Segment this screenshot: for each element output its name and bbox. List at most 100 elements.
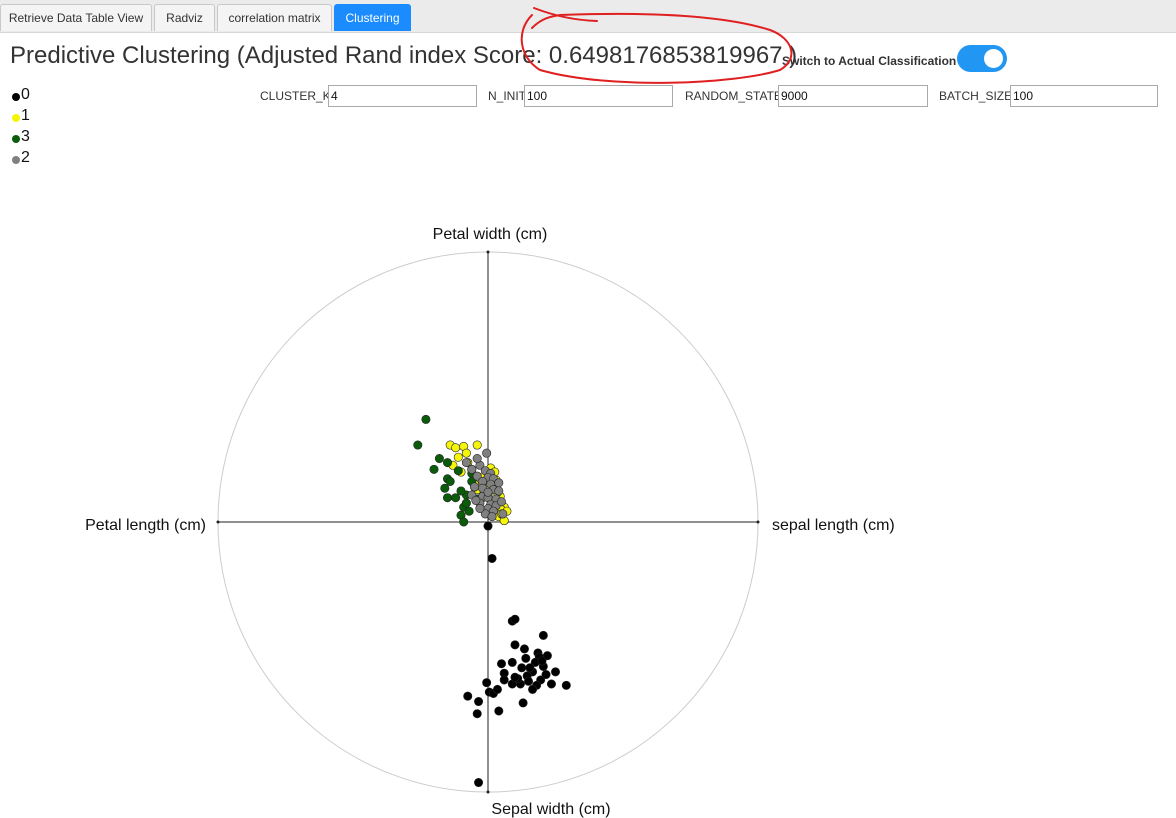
data-point-cluster-3: [421, 414, 431, 424]
data-point-cluster-0: [463, 691, 473, 701]
legend-item-1: 1: [12, 105, 30, 126]
batch-size-label: BATCH_SIZE: [939, 89, 1013, 103]
cluster-k-input[interactable]: [328, 85, 477, 107]
data-point-cluster-0: [538, 630, 548, 640]
anchor-label-right: sepal length (cm): [772, 517, 895, 534]
legend-item-3: 3: [12, 126, 30, 147]
data-point-cluster-3: [461, 498, 471, 508]
data-point-cluster-0: [518, 698, 528, 708]
data-point-cluster-3: [442, 493, 452, 503]
data-point-cluster-0: [494, 706, 504, 716]
legend-label: 1: [21, 106, 30, 124]
data-point-cluster-0: [499, 675, 509, 685]
data-point-cluster-3: [429, 464, 439, 474]
data-point-cluster-3: [442, 458, 452, 468]
data-point-cluster-0: [474, 697, 484, 707]
n-init-label: N_INIT: [488, 89, 527, 103]
data-point-cluster-1: [472, 440, 482, 450]
data-point-cluster-1: [461, 448, 471, 458]
data-point-cluster-2: [496, 497, 506, 507]
data-point-cluster-0: [550, 667, 560, 677]
data-point-cluster-0: [519, 644, 529, 654]
legend-dot: [12, 134, 20, 143]
anchor-label-bottom: Sepal width (cm): [491, 801, 610, 818]
legend-dot: [12, 92, 20, 101]
tab-correlation-matrix[interactable]: correlation matrix: [217, 4, 332, 31]
anchor-point-top: [486, 250, 490, 254]
data-point-cluster-1: [453, 452, 463, 462]
data-point-cluster-2: [471, 495, 481, 505]
data-point-cluster-2: [494, 478, 504, 488]
data-point-cluster-3: [459, 517, 469, 527]
data-point-cluster-0: [525, 663, 535, 673]
data-point-cluster-3: [440, 483, 450, 493]
data-point-cluster-1: [451, 443, 461, 453]
tab-bar: Retrieve Data Table View Radviz correlat…: [0, 0, 1176, 33]
anchor-label-top: Petal width (cm): [433, 226, 548, 243]
data-point-cluster-2: [472, 454, 482, 464]
tab-clustering[interactable]: Clustering: [334, 4, 411, 31]
random-state-input[interactable]: [778, 85, 928, 107]
anchor-point-right: [756, 520, 760, 524]
anchor-point-left: [216, 520, 220, 524]
anchor-label-left: Petal length (cm): [85, 517, 206, 534]
data-point-cluster-2: [472, 471, 482, 481]
data-point-cluster-0: [492, 684, 502, 694]
page-title: Predictive Clustering (Adjusted Rand ind…: [10, 42, 798, 69]
toggle-knob: [984, 49, 1003, 68]
data-point-cluster-2: [475, 503, 485, 513]
data-point-cluster-0: [510, 672, 520, 682]
data-point-cluster-3: [451, 493, 461, 503]
cluster-k-label: CLUSTER_K: [260, 89, 331, 103]
data-point-cluster-0: [472, 709, 482, 719]
data-point-cluster-2: [461, 458, 471, 468]
data-point-cluster-0: [510, 640, 520, 650]
data-point-cluster-0: [528, 684, 538, 694]
data-point-cluster-0: [523, 676, 533, 686]
data-point-cluster-2: [467, 464, 477, 474]
data-point-cluster-2: [482, 448, 492, 458]
data-point-cluster-0: [546, 679, 556, 689]
legend-dot: [12, 155, 20, 164]
batch-size-input[interactable]: [1010, 85, 1158, 107]
data-point-cluster-2: [498, 509, 508, 519]
data-point-cluster-2: [487, 512, 497, 522]
data-point-cluster-3: [464, 506, 474, 516]
data-point-cluster-0: [474, 778, 484, 788]
tab-radviz[interactable]: Radviz: [154, 4, 215, 31]
anchor-point-bottom: [486, 790, 490, 794]
data-point-cluster-3: [445, 476, 455, 486]
data-point-cluster-3: [434, 454, 444, 464]
legend-label: 2: [21, 148, 30, 166]
legend-item-2: 2: [12, 147, 30, 168]
tab-retrieve-data-table-view[interactable]: Retrieve Data Table View: [0, 4, 152, 31]
data-point-cluster-0: [482, 678, 492, 688]
data-point-cluster-2: [494, 486, 504, 496]
data-point-cluster-2: [483, 487, 493, 497]
data-point-cluster-3: [456, 486, 466, 496]
data-point-cluster-0: [507, 657, 517, 667]
data-point-cluster-0: [541, 670, 551, 680]
data-point-cluster-0: [561, 680, 571, 690]
legend-label: 0: [21, 85, 30, 103]
random-state-label: RANDOM_STATE: [685, 89, 782, 103]
data-point-cluster-2: [469, 482, 479, 492]
data-point-cluster-0: [517, 663, 527, 673]
switch-label: Switch to Actual Classification: [782, 54, 957, 68]
legend-dot: [12, 113, 20, 122]
data-point-cluster-0: [496, 659, 506, 669]
data-point-cluster-0: [487, 553, 497, 563]
hand-drawn-annotation: [520, 7, 793, 84]
data-point-cluster-0: [542, 651, 552, 661]
legend-item-0: 0: [12, 84, 30, 105]
legend-label: 3: [21, 127, 30, 145]
data-point-cluster-0: [537, 656, 547, 666]
data-point-cluster-0: [483, 521, 493, 531]
data-point-cluster-3: [453, 466, 463, 476]
data-point-cluster-0: [521, 653, 531, 663]
n-init-input[interactable]: [524, 85, 673, 107]
data-point-cluster-0: [510, 614, 520, 624]
actual-classification-toggle[interactable]: [957, 45, 1007, 72]
data-point-cluster-3: [413, 440, 423, 450]
